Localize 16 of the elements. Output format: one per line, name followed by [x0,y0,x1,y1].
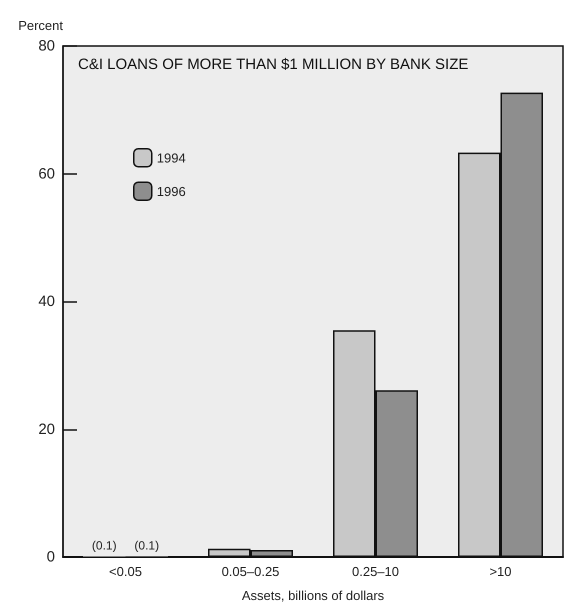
legend-label: 1994 [156,150,186,166]
text: C&I LOANS OF MORE THAN $1 MILLION BY BANK SIZE [78,56,468,73]
x-axis-title: Assets, billions of dollars [242,588,385,603]
data-label: (0.1) [134,538,160,552]
x-tick-label: >10 [489,564,512,579]
y-tick-label: 40 [38,293,55,310]
y-axis-title: Percent [18,18,64,33]
x-tick-label: <0.05 [109,564,142,579]
x-tick-label: 0.25–10 [352,564,399,579]
y-tick-label: 20 [38,420,55,438]
y-tick-label: 60 [38,165,55,182]
x-tick-label: 0.05–0.25 [222,564,280,579]
y-tick-label: 80 [38,38,55,54]
y-tick-label: 0 [46,548,55,566]
legend-label: 1996 [156,184,186,199]
data-label: (0.1) [92,538,117,552]
